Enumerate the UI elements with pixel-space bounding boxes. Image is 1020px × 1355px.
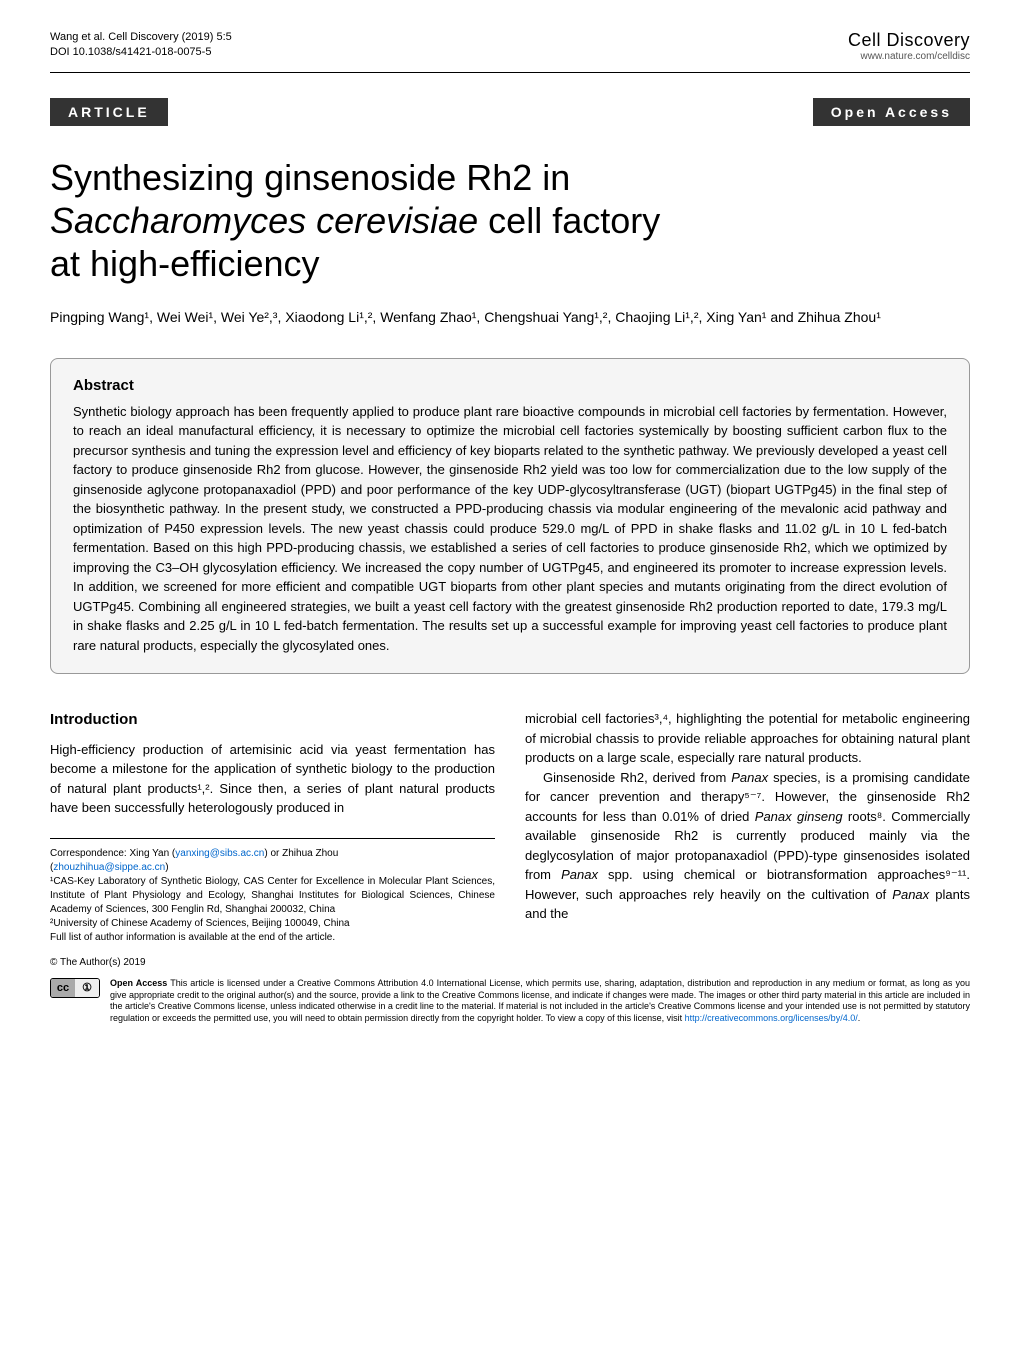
p2-a: Ginsenoside Rh2, derived from [543, 770, 731, 785]
article-badge: ARTICLE [50, 98, 168, 126]
correspondence-line1: Correspondence: Xing Yan (yanxing@sibs.a… [50, 847, 495, 861]
license-text: Open Access This article is licensed und… [110, 978, 970, 1025]
license-row: cc ① Open Access This article is license… [50, 978, 970, 1025]
corr-text-b: ) or Zhihua Zhou [264, 848, 338, 859]
p2-h: Panax [892, 887, 929, 902]
journal-block: Cell Discovery www.nature.com/celldisc [848, 30, 970, 62]
corr-email2[interactable]: zhouzhihua@sippe.ac.cn [53, 862, 165, 873]
authors-list: Pingping Wang¹, Wei Wei¹, Wei Ye²,³, Xia… [50, 306, 970, 328]
correspondence-line2: (zhouzhihua@sippe.ac.cn) [50, 861, 495, 875]
title-line3: at high-efficiency [50, 243, 320, 284]
journal-name: Cell Discovery [848, 30, 970, 51]
title-line2-rest: cell factory [478, 200, 660, 241]
title-species: Saccharomyces cerevisiae [50, 200, 478, 241]
copyright-line: © The Author(s) 2019 [50, 957, 970, 968]
cc-badge-icon: cc ① [50, 978, 100, 998]
full-author-list-note: Full list of author information is avail… [50, 931, 495, 945]
cc-symbol: cc [51, 979, 75, 997]
by-symbol: ① [75, 979, 99, 997]
badge-row: ARTICLE Open Access [50, 98, 970, 126]
affiliation-2: ²University of Chinese Academy of Scienc… [50, 917, 495, 931]
corr-text-d: ) [165, 862, 168, 873]
abstract-text: Synthetic biology approach has been freq… [73, 402, 947, 656]
article-title: Synthesizing ginsenoside Rh2 in Saccharo… [50, 156, 970, 286]
intro-col2-p1: microbial cell factories³,⁴, highlightin… [525, 709, 970, 768]
p2-f: Panax [561, 867, 598, 882]
header-row: Wang et al. Cell Discovery (2019) 5:5 DO… [50, 30, 970, 62]
license-bold: Open Access [110, 978, 167, 988]
citation-line1: Wang et al. Cell Discovery (2019) 5:5 [50, 30, 232, 45]
citation-line2: DOI 10.1038/s41421-018-0075-5 [50, 45, 232, 60]
open-access-badge: Open Access [813, 98, 970, 126]
intro-para1: High-efficiency production of artemisini… [50, 740, 495, 818]
body-columns: Introduction High-efficiency production … [50, 709, 970, 945]
abstract-box: Abstract Synthetic biology approach has … [50, 358, 970, 675]
license-url[interactable]: http://creativecommons.org/licenses/by/4… [685, 1013, 858, 1023]
right-column: microbial cell factories³,⁴, highlightin… [525, 709, 970, 945]
journal-url: www.nature.com/celldisc [848, 51, 970, 62]
title-line1: Synthesizing ginsenoside Rh2 in [50, 157, 570, 198]
left-column: Introduction High-efficiency production … [50, 709, 495, 945]
abstract-heading: Abstract [73, 377, 947, 394]
p2-d: Panax ginseng [755, 809, 843, 824]
corr-text-a: Correspondence: Xing Yan ( [50, 848, 175, 859]
license-body-b: . [858, 1013, 861, 1023]
affiliation-1: ¹CAS-Key Laboratory of Synthetic Biology… [50, 875, 495, 917]
p2-b: Panax [731, 770, 768, 785]
intro-heading: Introduction [50, 709, 495, 732]
correspondence-block: Correspondence: Xing Yan (yanxing@sibs.a… [50, 838, 495, 945]
citation: Wang et al. Cell Discovery (2019) 5:5 DO… [50, 30, 232, 61]
corr-email1[interactable]: yanxing@sibs.ac.cn [175, 848, 264, 859]
intro-col2-p2: Ginsenoside Rh2, derived from Panax spec… [525, 768, 970, 924]
top-divider [50, 72, 970, 73]
